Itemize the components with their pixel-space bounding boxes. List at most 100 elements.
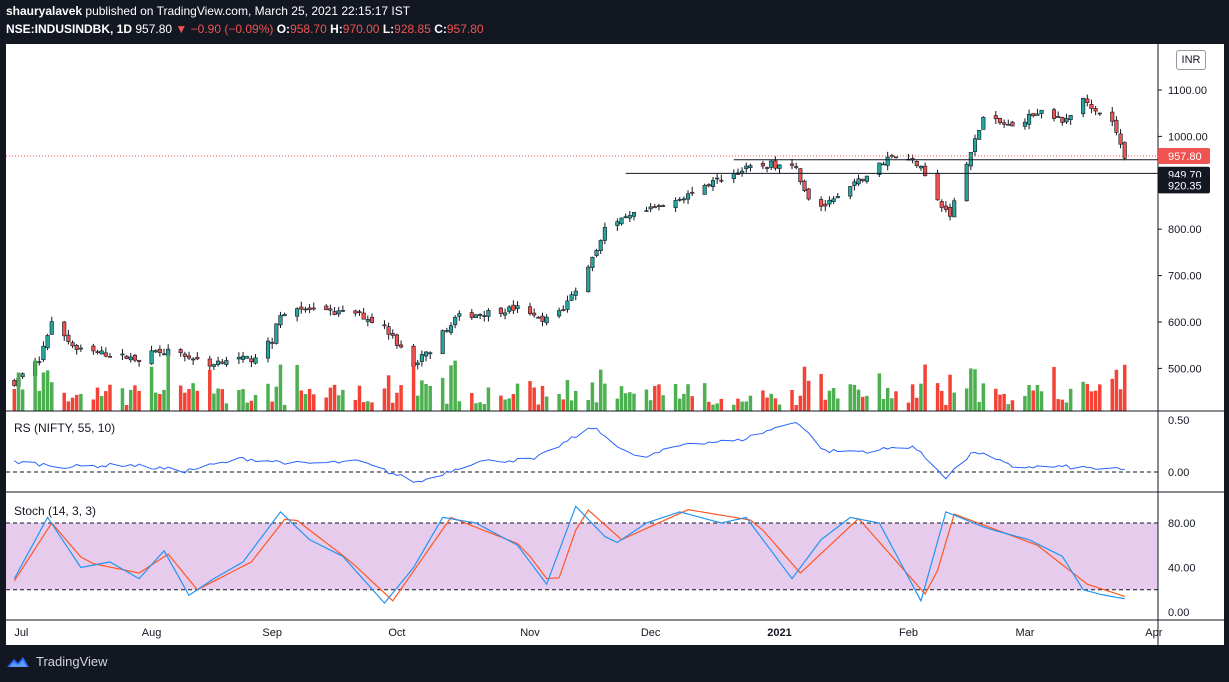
currency-button[interactable]: INR bbox=[1176, 50, 1206, 70]
candle bbox=[1114, 116, 1119, 136]
candle-body bbox=[885, 156, 890, 166]
volume-bar bbox=[877, 373, 882, 411]
candle bbox=[95, 349, 100, 355]
candle-body bbox=[877, 162, 882, 175]
candle bbox=[856, 174, 861, 186]
candle bbox=[544, 314, 549, 326]
time-tick-label: 2021 bbox=[767, 627, 791, 639]
candle bbox=[806, 187, 811, 201]
rs-line bbox=[14, 422, 1125, 483]
candle-body bbox=[124, 355, 129, 359]
volume-bar bbox=[270, 401, 274, 411]
candle-body bbox=[49, 321, 54, 335]
volume-bar bbox=[195, 390, 200, 411]
volume-bar bbox=[565, 380, 570, 411]
price-tag-label: 957.80 bbox=[1168, 151, 1202, 163]
volume-bar bbox=[208, 369, 212, 411]
time-tick-label: Apr bbox=[1145, 627, 1162, 639]
time-tick-label: Nov bbox=[520, 627, 540, 639]
candle-body bbox=[253, 357, 258, 364]
candle-body bbox=[860, 178, 865, 182]
volume-bar bbox=[120, 388, 125, 411]
volume-bar bbox=[278, 364, 283, 411]
candle-body bbox=[802, 180, 807, 191]
candle bbox=[128, 352, 133, 363]
candle bbox=[948, 203, 953, 221]
volume-bar bbox=[648, 400, 653, 411]
candle-body bbox=[1056, 116, 1061, 118]
published-text: published on TradingView.com, March 25, … bbox=[85, 4, 411, 18]
candle bbox=[157, 345, 162, 357]
volume-bar bbox=[499, 395, 503, 411]
volume-bar bbox=[765, 397, 769, 411]
candle bbox=[939, 199, 944, 212]
volume-bar bbox=[923, 364, 927, 411]
candle bbox=[482, 310, 487, 322]
candle bbox=[690, 186, 695, 196]
volume-bar bbox=[852, 384, 857, 411]
candle-body bbox=[507, 306, 512, 312]
volume-bar bbox=[894, 391, 898, 411]
candle bbox=[20, 372, 25, 379]
candle-body bbox=[656, 205, 661, 207]
candle-body bbox=[137, 359, 142, 362]
candle bbox=[182, 351, 187, 362]
volume-bar bbox=[16, 372, 21, 411]
candle bbox=[527, 302, 533, 316]
price-tag bbox=[1158, 147, 1210, 164]
candle-body bbox=[798, 168, 803, 183]
candle-body bbox=[948, 207, 953, 217]
rs-pane[interactable] bbox=[6, 422, 1158, 483]
candle bbox=[885, 151, 890, 171]
candle bbox=[598, 239, 603, 255]
price-pane[interactable] bbox=[6, 94, 1158, 411]
candle bbox=[278, 311, 283, 329]
tradingview-footer[interactable]: TradingView bbox=[6, 654, 108, 669]
candle bbox=[1110, 107, 1115, 127]
candle-body bbox=[681, 198, 686, 201]
stoch-band bbox=[6, 523, 1158, 590]
time-tick-label: Mar bbox=[1015, 627, 1034, 639]
candle-body bbox=[1006, 124, 1011, 126]
volume-bar bbox=[366, 401, 370, 411]
candle-body bbox=[586, 266, 591, 293]
candle-body bbox=[806, 188, 811, 200]
volume-bar bbox=[415, 395, 420, 411]
volume-bar bbox=[1110, 378, 1114, 411]
candle-body bbox=[968, 152, 973, 167]
volume-bar bbox=[153, 392, 158, 411]
candle bbox=[586, 264, 591, 293]
candle-body bbox=[594, 250, 599, 256]
candle bbox=[507, 305, 512, 314]
candle-body bbox=[448, 325, 454, 333]
candle bbox=[274, 323, 279, 345]
candle bbox=[107, 353, 113, 358]
volume-bar bbox=[719, 398, 724, 411]
volume-bar bbox=[885, 387, 890, 411]
tradingview-brand: TradingView bbox=[36, 654, 108, 669]
candle-body bbox=[918, 165, 923, 169]
candle-body bbox=[91, 345, 96, 352]
candle bbox=[656, 203, 661, 211]
candle bbox=[62, 320, 67, 341]
volume-bar bbox=[794, 404, 798, 411]
candle bbox=[186, 351, 192, 360]
candle-body bbox=[623, 216, 628, 218]
volume-bar bbox=[482, 404, 487, 411]
volume-bar bbox=[216, 388, 220, 411]
candle-body bbox=[457, 313, 462, 317]
candle bbox=[45, 333, 50, 351]
candle bbox=[332, 307, 337, 316]
candle bbox=[91, 343, 96, 355]
candle-body bbox=[1114, 119, 1119, 133]
volume-bar bbox=[162, 389, 166, 411]
candle bbox=[661, 204, 666, 208]
stoch-pane[interactable] bbox=[6, 505, 1158, 605]
symbol-name: NSE:INDUSINDBK, 1D bbox=[6, 22, 133, 36]
candle-body bbox=[690, 191, 695, 194]
candle bbox=[540, 312, 545, 327]
volume-bar bbox=[45, 370, 50, 411]
volume-bar bbox=[1064, 402, 1069, 411]
stoch-k-line bbox=[13, 505, 1125, 605]
